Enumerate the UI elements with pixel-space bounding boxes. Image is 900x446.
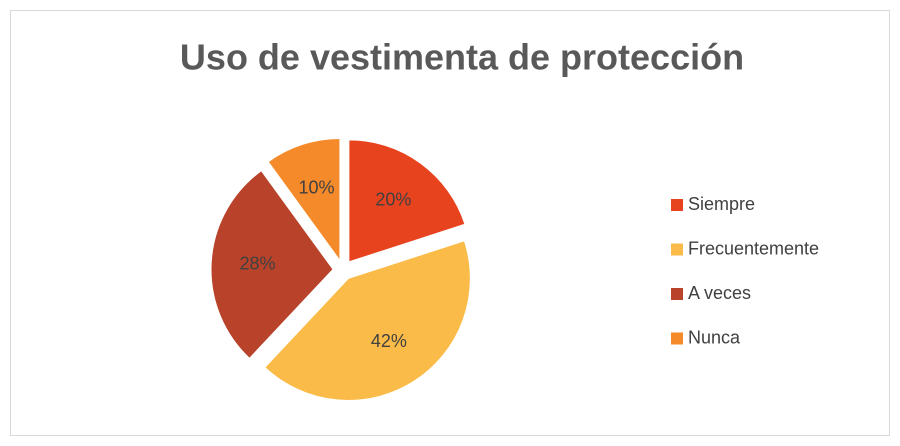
legend-swatch xyxy=(671,288,683,300)
pie-slice xyxy=(264,240,471,401)
pie-slice xyxy=(348,139,466,263)
legend-swatch xyxy=(671,243,683,256)
data-label: 28% xyxy=(240,253,276,273)
legend-label: Siempre xyxy=(688,194,755,214)
pie-slice xyxy=(267,137,341,263)
legend-swatch xyxy=(671,199,683,211)
chart-title: Uso de vestimenta de protección xyxy=(180,37,744,78)
legend-label: A veces xyxy=(688,283,751,303)
legend-label: Nunca xyxy=(688,327,741,347)
data-label: 10% xyxy=(299,177,335,197)
pie-slice xyxy=(210,169,334,360)
legend-label: Frecuentemente xyxy=(688,238,819,258)
legend-swatch xyxy=(671,332,683,345)
data-label: 20% xyxy=(375,189,411,209)
data-label: 42% xyxy=(371,331,407,351)
